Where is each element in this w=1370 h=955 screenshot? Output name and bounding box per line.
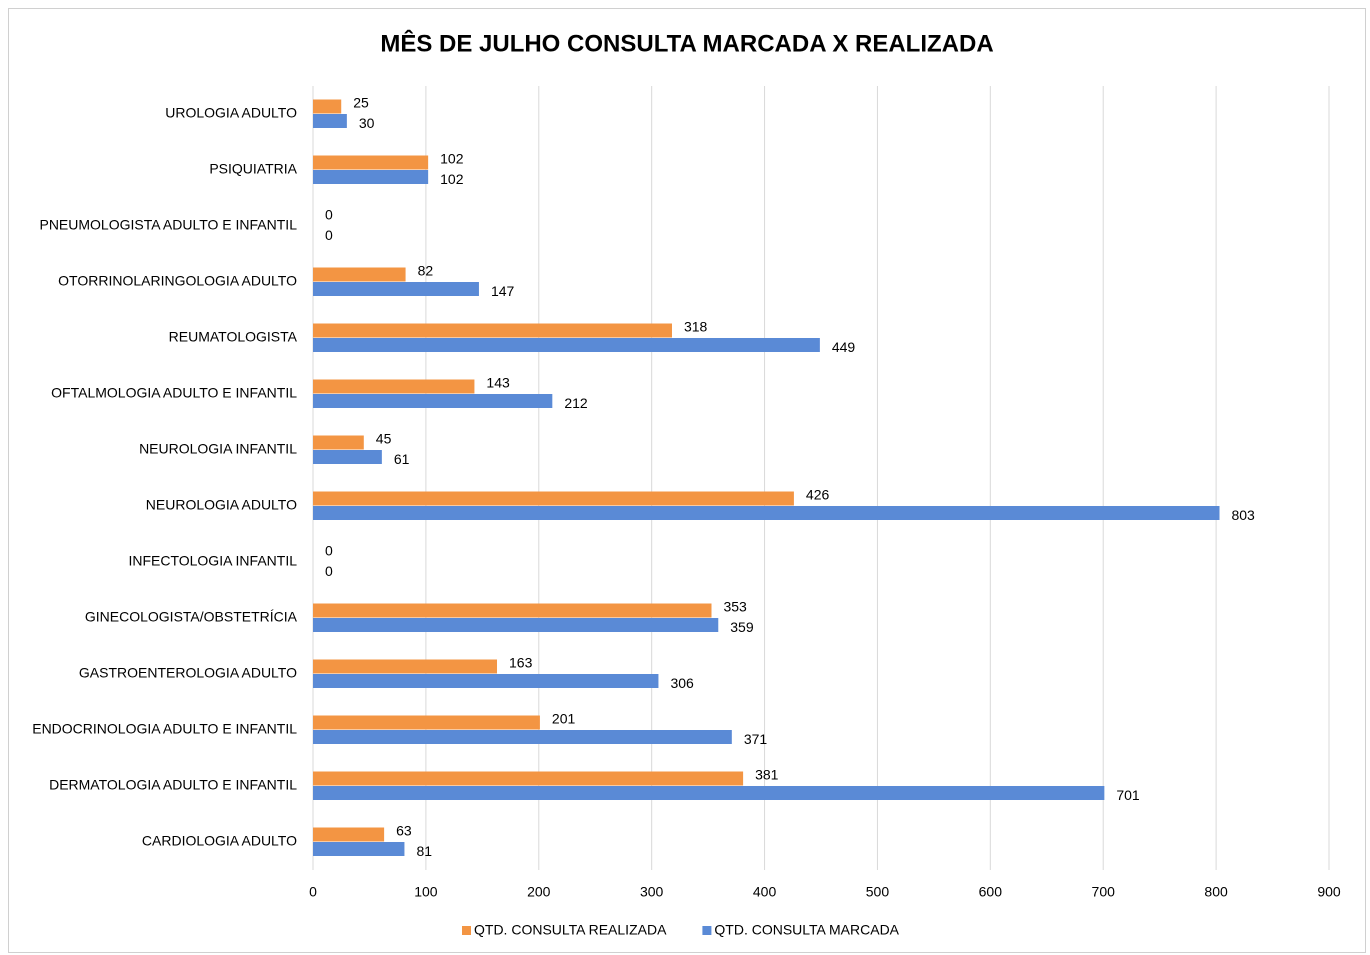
data-label: 306 (670, 675, 694, 691)
x-tick-label: 900 (1317, 884, 1341, 900)
y-tick-label: NEUROLOGIA ADULTO (146, 497, 297, 513)
bar (313, 771, 744, 786)
data-label: 0 (325, 542, 333, 558)
x-tick-label: 400 (753, 884, 777, 900)
bar (313, 323, 672, 338)
bar (313, 786, 1105, 800)
y-tick-label: GINECOLOGISTA/OBSTETRÍCIA (85, 609, 298, 625)
data-label: 0 (325, 206, 333, 222)
data-label: 45 (376, 430, 392, 446)
legend-swatch (702, 926, 712, 935)
legend-label: QTD. CONSULTA REALIZADA (474, 922, 667, 938)
bar (313, 730, 732, 744)
data-label: 61 (394, 451, 410, 467)
bar (313, 715, 540, 730)
bar (313, 659, 498, 674)
legend-swatch (462, 926, 471, 935)
data-label: 63 (396, 822, 412, 838)
x-tick-label: 100 (414, 884, 438, 900)
data-label: 81 (416, 843, 432, 859)
bar (313, 99, 342, 114)
legend-label: QTD. CONSULTA MARCADA (714, 922, 899, 938)
data-label: 102 (440, 171, 464, 187)
data-label: 30 (359, 115, 375, 131)
bar (313, 827, 385, 842)
data-label: 371 (744, 731, 768, 747)
data-label: 0 (325, 227, 333, 243)
y-tick-label: REUMATOLOGISTA (169, 329, 298, 345)
chart-title: MÊS DE JULHO CONSULTA MARCADA X REALIZAD… (380, 29, 993, 57)
data-label: 0 (325, 563, 333, 579)
bar (313, 842, 405, 856)
data-label: 143 (486, 374, 510, 390)
bar (313, 450, 382, 464)
bar (313, 267, 406, 282)
bar (313, 506, 1220, 520)
data-label: 359 (730, 619, 754, 635)
data-label: 25 (353, 94, 369, 110)
bar (313, 618, 719, 632)
y-tick-label: PNEUMOLOGISTA ADULTO E INFANTIL (39, 217, 297, 233)
bar (313, 282, 479, 296)
y-tick-label: DERMATOLOGIA ADULTO E INFANTIL (49, 777, 297, 793)
bar (313, 379, 475, 394)
x-tick-label: 600 (979, 884, 1003, 900)
data-label: 147 (491, 283, 515, 299)
y-tick-label: CARDIOLOGIA ADULTO (142, 833, 297, 849)
y-tick-label: PSIQUIATRIA (209, 161, 297, 177)
y-tick-label: ENDOCRINOLOGIA ADULTO E INFANTIL (32, 721, 297, 737)
x-tick-label: 500 (866, 884, 890, 900)
data-label: 353 (723, 598, 747, 614)
y-tick-label: OTORRINOLARINGOLOGIA ADULTO (58, 273, 297, 289)
bar (313, 394, 553, 408)
y-tick-label: INFECTOLOGIA INFANTIL (128, 553, 297, 569)
data-label: 102 (440, 150, 464, 166)
bar (313, 155, 429, 170)
y-tick-label: GASTROENTEROLOGIA ADULTO (79, 665, 297, 681)
data-label: 701 (1116, 787, 1140, 803)
data-label: 449 (832, 339, 856, 355)
data-label: 163 (509, 654, 533, 670)
data-label: 803 (1231, 507, 1255, 523)
bar (313, 170, 429, 184)
x-tick-label: 800 (1204, 884, 1228, 900)
bar (313, 603, 712, 618)
y-tick-label: OFTALMOLOGIA ADULTO E INFANTIL (51, 385, 297, 401)
data-label: 426 (806, 486, 830, 502)
bar (313, 674, 659, 688)
bar (313, 435, 364, 450)
y-tick-label: UROLOGIA ADULTO (165, 105, 297, 121)
chart-frame (8, 8, 1366, 953)
x-tick-label: 200 (527, 884, 551, 900)
data-label: 381 (755, 766, 779, 782)
x-tick-label: 300 (640, 884, 664, 900)
data-label: 201 (552, 710, 576, 726)
data-label: 318 (684, 318, 708, 334)
x-tick-label: 0 (309, 884, 317, 900)
data-label: 212 (564, 395, 588, 411)
bar (313, 114, 347, 128)
bar (313, 338, 820, 352)
bar (313, 491, 794, 506)
y-tick-label: NEUROLOGIA INFANTIL (139, 441, 297, 457)
data-label: 82 (418, 262, 434, 278)
x-tick-label: 700 (1092, 884, 1116, 900)
